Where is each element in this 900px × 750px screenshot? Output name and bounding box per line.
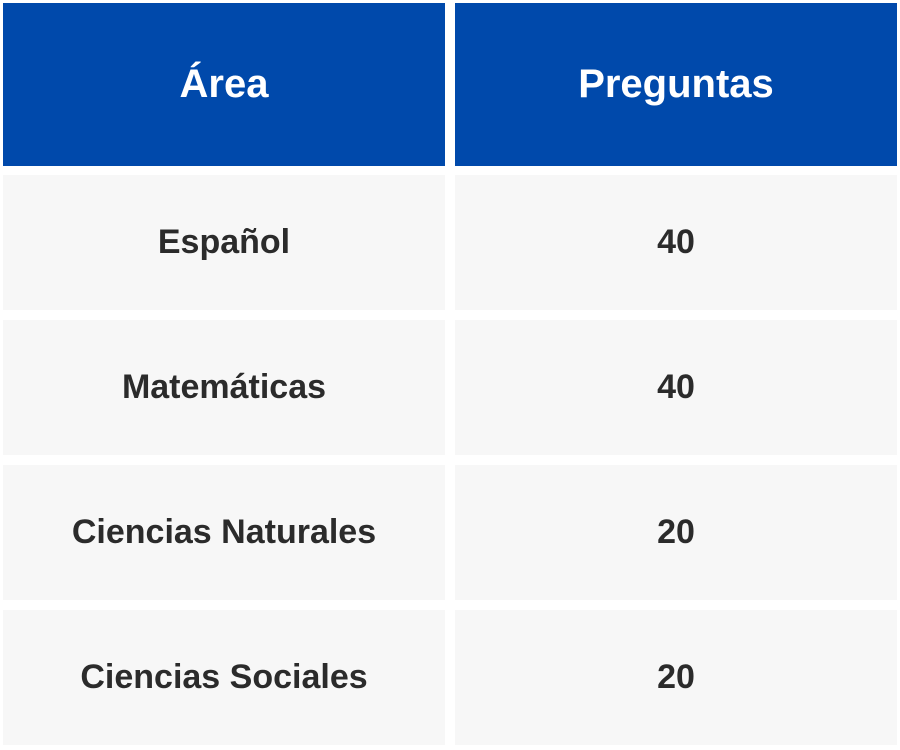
row-divider (3, 600, 897, 610)
cell-preguntas: 40 (455, 175, 897, 310)
cell-preguntas: 40 (455, 320, 897, 455)
cell-area: Español (3, 175, 445, 310)
table-grid: Área Preguntas Español 40 Matemáticas 40… (3, 3, 897, 745)
header-preguntas: Preguntas (455, 3, 897, 166)
cell-preguntas: 20 (455, 610, 897, 745)
row-divider (3, 310, 897, 320)
cell-area: Matemáticas (3, 320, 445, 455)
cell-preguntas: 20 (455, 465, 897, 600)
cell-area: Ciencias Sociales (3, 610, 445, 745)
cell-area: Ciencias Naturales (3, 465, 445, 600)
header-area: Área (3, 3, 445, 166)
row-divider (3, 166, 897, 175)
row-divider (3, 455, 897, 465)
